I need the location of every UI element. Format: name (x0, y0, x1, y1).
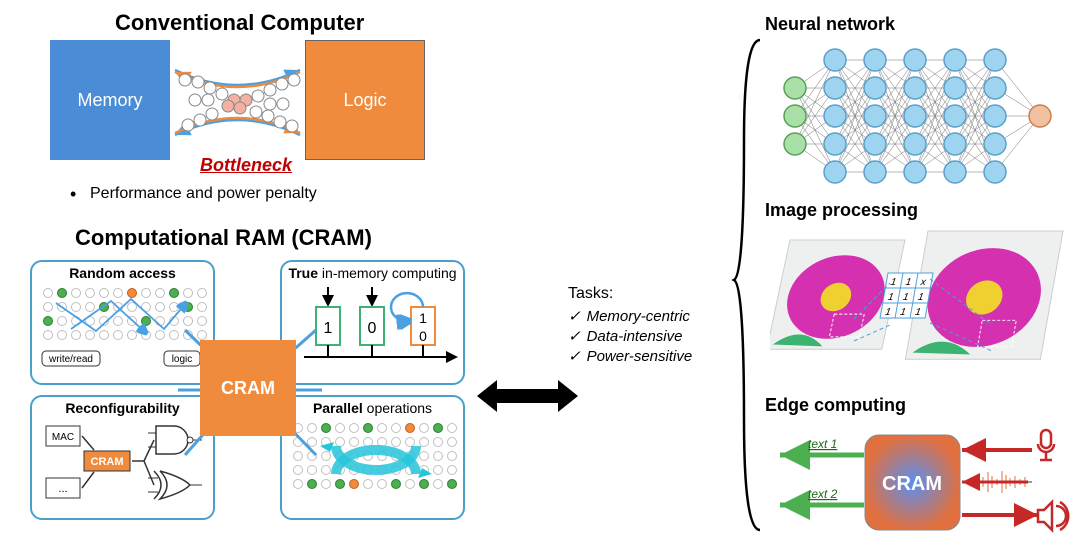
cram-title: Computational RAM (CRAM) (75, 225, 372, 251)
feature-parallel: Parallel operations (280, 395, 465, 520)
brace-icon (730, 20, 770, 540)
feature-reconfigurability: Reconfigurability MAC CRAM ... (30, 395, 215, 520)
cram-center-label: CRAM (221, 378, 275, 399)
image-processing-graphic: 11x 111 111 (770, 225, 1070, 390)
feature-random-access: Random access write/read logic (30, 260, 215, 385)
cell-1b: 1 (419, 310, 427, 326)
memory-label: Memory (77, 90, 142, 111)
penalty-text: Performance and power penalty (90, 185, 317, 203)
tasks-heading: Tasks: (568, 285, 692, 303)
cell-0b: 0 (419, 328, 427, 344)
logic-box: Logic (305, 40, 425, 160)
task-item-1: ✓Data-intensive (568, 327, 692, 345)
text1-label: text 1 (808, 437, 837, 451)
penalty-bullet: • (70, 184, 76, 205)
cram-small-label: CRAM (91, 456, 124, 468)
task-item-2: ✓Power-sensitive (568, 347, 692, 365)
bottleneck-graphic (170, 60, 305, 150)
cell-1: 1 (324, 320, 333, 337)
ellipsis-label: ... (58, 483, 67, 495)
image-processing-title: Image processing (765, 200, 918, 221)
f3-rest: in-memory computing (318, 265, 457, 281)
mac-label: MAC (52, 432, 74, 443)
logic-label-small: logic (172, 354, 193, 365)
f1-title: Random access (69, 265, 176, 281)
check-icon: ✓ (568, 327, 581, 345)
tasks-list: Tasks: ✓Memory-centric ✓Data-intensive ✓… (568, 285, 692, 367)
double-arrow-icon (475, 378, 580, 414)
edge-computing-graphic: CRAM text 1 text 2 (770, 420, 1070, 550)
memory-box: Memory (50, 40, 170, 160)
reconfig-graphic: MAC CRAM ... (36, 416, 213, 516)
neural-network-title: Neural network (765, 14, 895, 35)
inmemory-graphic: 1 0 1 0 (286, 281, 463, 373)
ec-cram-label: CRAM (882, 473, 942, 495)
random-access-graphic: write/read logic (36, 281, 213, 381)
conventional-title: Conventional Computer (115, 10, 364, 36)
parallel-graphic (286, 416, 463, 516)
f4-rest: operations (363, 400, 432, 416)
cell-0: 0 (368, 320, 377, 337)
check-icon: ✓ (568, 307, 581, 325)
task-item-0: ✓Memory-centric (568, 307, 692, 325)
f4-bold: Parallel (313, 400, 363, 416)
bottleneck-label: Bottleneck (200, 155, 292, 176)
f3-bold: True (288, 265, 318, 281)
check-icon: ✓ (568, 347, 581, 365)
feature-true-inmemory: True in-memory computing 1 0 1 0 (280, 260, 465, 385)
edge-computing-title: Edge computing (765, 395, 906, 416)
logic-label: Logic (343, 90, 386, 111)
text2-label: text 2 (808, 487, 838, 501)
cram-center-box: CRAM (200, 340, 296, 436)
neural-network-graphic (775, 36, 1065, 196)
write-read-label: write/read (48, 354, 93, 365)
f2-title: Reconfigurability (65, 400, 179, 416)
